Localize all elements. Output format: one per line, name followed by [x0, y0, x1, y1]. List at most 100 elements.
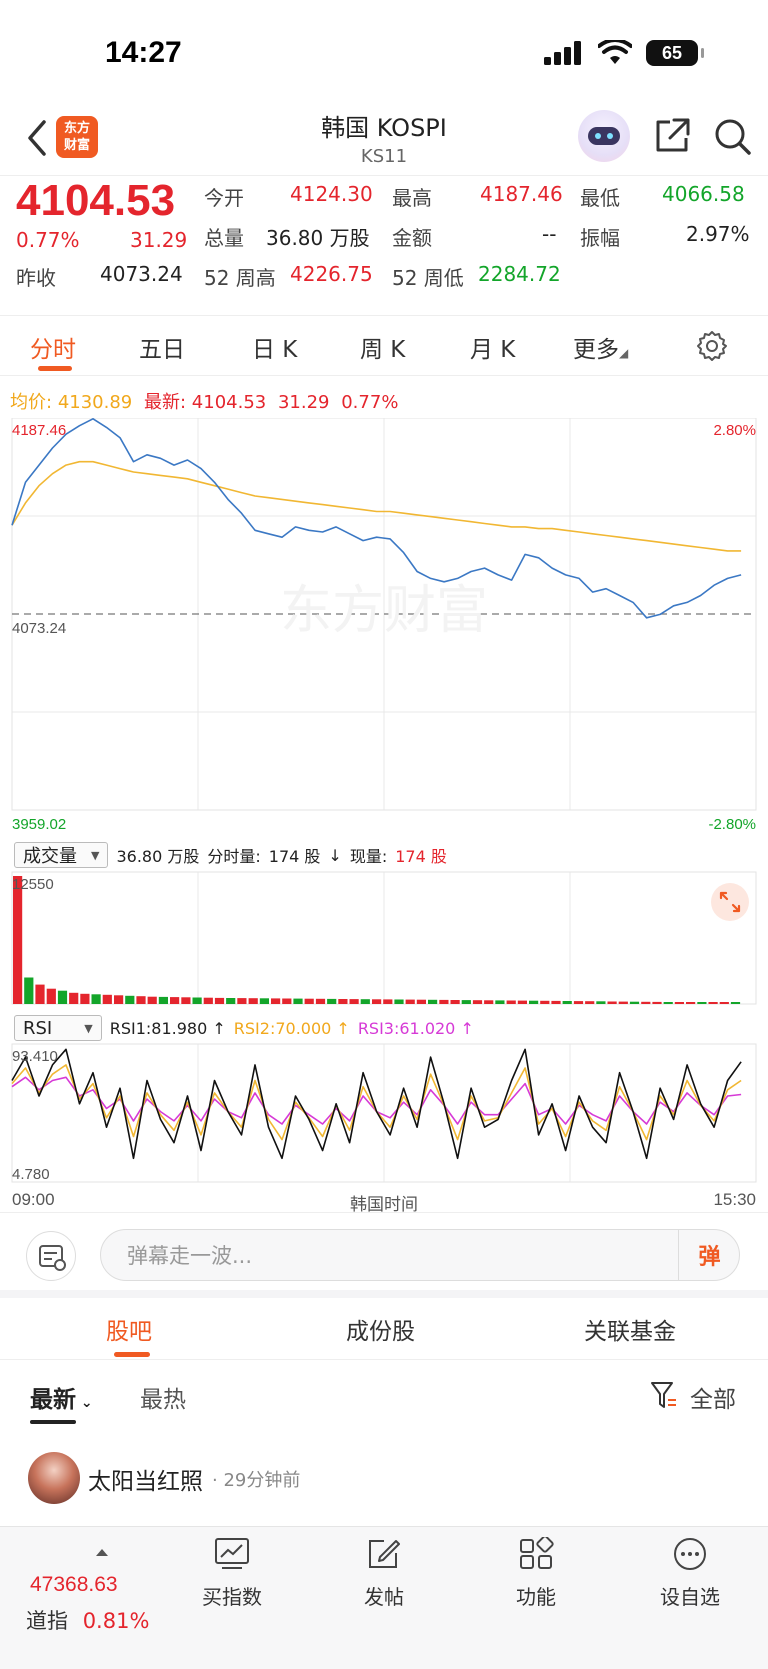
y-min-pct-label: -2.80%: [708, 816, 756, 833]
amount-label: 金额: [392, 226, 432, 250]
volume-bar: [293, 998, 303, 1004]
volume-bar: [674, 1002, 684, 1004]
x-end-label: 15:30: [713, 1190, 756, 1209]
tab-daily-k[interactable]: 日 K: [252, 337, 298, 363]
prev-close-label: 昨收: [16, 266, 56, 290]
gear-icon[interactable]: [696, 330, 728, 362]
danmu-input[interactable]: 弹幕走一波...: [100, 1229, 740, 1281]
tab-five-day[interactable]: 五日: [139, 337, 185, 363]
danmu-button[interactable]: 弹: [678, 1229, 740, 1281]
rsi-selector[interactable]: RSI ▼: [14, 1015, 102, 1041]
filter-all[interactable]: 全部: [690, 1387, 736, 1413]
chart-area[interactable]: 东方财富 4187.46 2.80% 4073.24 3959.02 -2.80…: [0, 418, 768, 1214]
buy-index-button[interactable]: 买指数: [182, 1537, 282, 1610]
search-icon[interactable]: [712, 116, 752, 156]
volume-bar: [517, 1000, 527, 1004]
post-time: · 29分钟前: [212, 1470, 301, 1491]
wk52-low-label: 52 周低: [392, 266, 464, 290]
volume-bar: [24, 977, 34, 1004]
add-watchlist-button[interactable]: 设自选: [640, 1537, 740, 1610]
current-price: 4104.53: [16, 176, 176, 225]
volume-bar: [248, 998, 258, 1004]
change-pct: 0.77%: [16, 228, 80, 252]
amplitude-label: 振幅: [580, 226, 620, 250]
tab-related-funds[interactable]: 关联基金: [584, 1319, 676, 1345]
danmu-bar: 弹幕走一波... 弹: [0, 1212, 768, 1298]
functions-button[interactable]: 功能: [486, 1537, 586, 1610]
caret-up-icon: [96, 1549, 108, 1556]
volume-bar: [125, 995, 135, 1004]
volume-bar: [271, 998, 281, 1004]
low-value: 4066.58: [662, 182, 745, 206]
back-arrow-icon[interactable]: [22, 118, 52, 158]
status-time: 14:27: [105, 36, 182, 69]
status-icons: 65: [544, 40, 704, 66]
volume-value: 36.80 万股: [266, 226, 370, 250]
tab-components[interactable]: 成份股: [346, 1319, 415, 1345]
volume-total: 36.80 万股: [116, 847, 200, 866]
tab-more-label: 更多: [573, 337, 619, 363]
notes-icon[interactable]: [26, 1231, 76, 1281]
volume-bar: [428, 999, 438, 1004]
volume-bar: [315, 998, 326, 1004]
volume-bar: [349, 999, 359, 1004]
now-volume-value: 174 股: [395, 847, 447, 866]
volume-max-label: 12550: [12, 876, 54, 893]
latest-value: 4104.53: [191, 392, 267, 413]
volume-bar: [652, 1001, 662, 1004]
share-icon[interactable]: [652, 116, 692, 156]
volume-bar: [383, 999, 393, 1004]
volume-bar: [596, 1001, 606, 1004]
expand-icon[interactable]: [711, 883, 749, 921]
rsi1-value: RSI1:81.980 ↑: [109, 1018, 226, 1038]
volume-bar: [540, 1000, 550, 1004]
tab-intraday[interactable]: 分时: [30, 337, 76, 363]
volume-bar: [405, 999, 415, 1004]
avatar[interactable]: [28, 1452, 80, 1504]
down-arrow-icon: ↓: [328, 845, 342, 865]
volume-bar: [629, 1001, 640, 1004]
filter-icon[interactable]: [650, 1380, 678, 1410]
volume-bar: [226, 998, 236, 1004]
tab-more[interactable]: 更多◢: [573, 330, 628, 364]
y-max-label: 4187.46: [12, 422, 67, 439]
rsi3-value: RSI3:61.020 ↑: [357, 1018, 474, 1038]
volume-bar: [450, 1000, 460, 1004]
volume-bar: [338, 999, 348, 1004]
buy-index-label: 买指数: [202, 1585, 262, 1609]
volume-selector[interactable]: 成交量 ▼: [14, 842, 109, 868]
filter-hot[interactable]: 最热: [140, 1387, 186, 1413]
volume-bar: [663, 1002, 673, 1004]
post-item[interactable]: 太阳当红照 · 29分钟前: [0, 1450, 768, 1506]
content-tabs: 股吧 成份股 关联基金: [0, 1304, 768, 1360]
nav-header: 东方 财富 韩国 KOSPI KS11: [0, 100, 768, 176]
logo-line1: 东方: [63, 121, 90, 136]
volume-bar: [214, 997, 225, 1004]
tab-weekly-k[interactable]: 周 K: [360, 337, 406, 363]
post-button[interactable]: 发帖: [334, 1537, 434, 1610]
volume-bar: [282, 998, 292, 1004]
filter-latest-label: 最新: [30, 1387, 76, 1413]
rsi1-line: [11, 1048, 742, 1160]
edit-icon: [369, 1540, 400, 1568]
tab-monthly-k[interactable]: 月 K: [470, 337, 516, 363]
logo-line2: 财富: [63, 138, 90, 153]
chart-icon: [215, 1538, 249, 1569]
quote-panel: 4104.53 0.77% 31.29 昨收 4073.24 今开 4124.3…: [0, 176, 768, 316]
period-volume-value: 174 股: [268, 847, 321, 866]
latest-pct: 0.77%: [341, 392, 399, 413]
tab-guba[interactable]: 股吧: [106, 1319, 152, 1345]
post-username[interactable]: 太阳当红照: [88, 1469, 203, 1495]
volume-bar: [102, 994, 112, 1004]
volume-bar: [203, 997, 213, 1004]
volume-bar: [237, 998, 247, 1004]
volume-bar: [147, 996, 157, 1004]
volume-bar: [91, 994, 101, 1004]
latest-change: 31.29: [277, 392, 330, 413]
ai-assistant-icon[interactable]: [578, 110, 630, 162]
rsi-max-label: 93.410: [12, 1048, 58, 1065]
index-name-row: 道指 0.81%: [26, 1605, 149, 1635]
index-value: 47368.63: [30, 1573, 118, 1596]
status-bar: 14:27 65: [0, 0, 768, 100]
filter-latest[interactable]: 最新 ⌄: [30, 1380, 93, 1414]
